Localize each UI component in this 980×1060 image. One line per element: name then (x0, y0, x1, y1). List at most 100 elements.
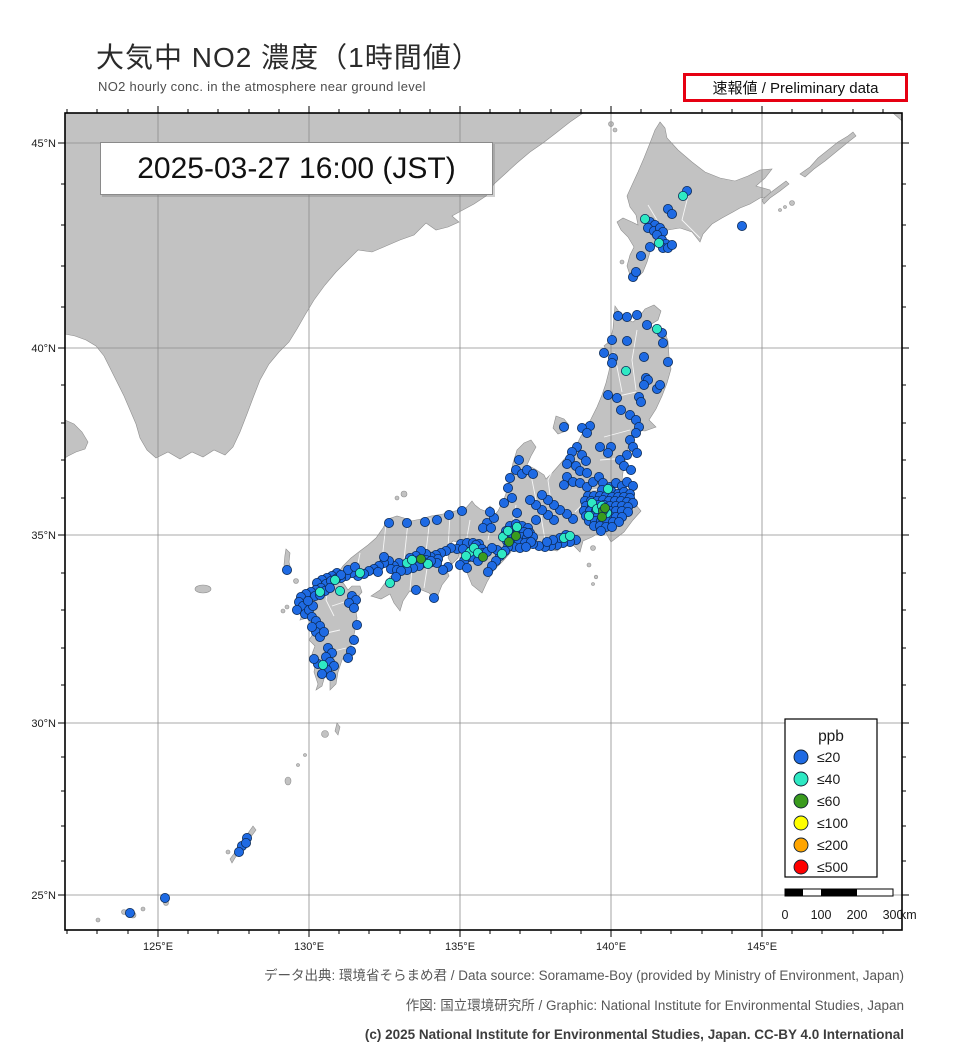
station-dot (655, 379, 666, 390)
legend-item-label: ≤100 (817, 815, 848, 831)
station-dot (503, 537, 514, 548)
oki-island (400, 490, 408, 498)
station-dot (613, 310, 624, 321)
station-dot (461, 563, 472, 574)
legend-title: ppb (818, 728, 844, 745)
station-dot (663, 356, 674, 367)
station-dot (281, 565, 292, 576)
station-dot (378, 552, 389, 563)
station-dot (498, 497, 509, 508)
jeju-island (194, 584, 212, 594)
legend-swatch (793, 859, 809, 875)
yonaguni-island (95, 917, 101, 923)
station-dot (559, 479, 570, 490)
station-dot (658, 337, 669, 348)
landmass-layer (64, 112, 903, 923)
station-dot (512, 522, 523, 533)
timestamp-box: 2025-03-27 16:00 (JST) (100, 142, 493, 195)
station-dot (428, 593, 439, 604)
station-dot (614, 517, 625, 528)
station-dot (514, 454, 525, 465)
kume-island (225, 849, 231, 855)
legend-item-label: ≤200 (817, 837, 848, 853)
legend-item-label: ≤20 (817, 749, 840, 765)
station-dot (581, 455, 592, 466)
station-dot (383, 518, 394, 529)
station-dot (316, 669, 327, 680)
izu-islet (586, 562, 592, 568)
station-dot (603, 447, 614, 458)
goto-island (284, 604, 290, 610)
station-dot (737, 220, 748, 231)
station-dot (354, 568, 365, 579)
rebun-island (612, 127, 618, 133)
scale-bar-label: 300 (883, 908, 904, 922)
station-dot (523, 528, 534, 539)
lat-label: 35°N (31, 530, 56, 542)
scale-bar-label: 0 (782, 908, 789, 922)
tokara-islet (296, 763, 300, 767)
legend-item-label: ≤40 (817, 771, 840, 787)
station-dot (622, 335, 633, 346)
lat-label: 40°N (31, 343, 56, 355)
station-dot (607, 522, 618, 533)
station-dot (596, 526, 607, 537)
station-dot (512, 507, 523, 518)
izu-oshima (590, 545, 596, 551)
lon-label: 125°E (143, 941, 173, 953)
legend-item-label: ≤60 (817, 793, 840, 809)
legend-swatch (793, 815, 809, 831)
station-dot (384, 578, 395, 589)
shandong-coast (64, 419, 89, 459)
legend-swatch (793, 749, 809, 765)
map-frame (64, 112, 903, 931)
station-dot (632, 447, 643, 458)
station-dot (607, 357, 618, 368)
station-dot (678, 190, 689, 201)
station-dot (626, 464, 637, 475)
yaeyama-islet (140, 906, 146, 912)
page-subtitle: NO2 hourly conc. in the atmosphere near … (98, 79, 426, 94)
station-dot (559, 421, 570, 432)
station-dot (317, 660, 328, 671)
station-dot (422, 559, 433, 570)
station-dot (460, 551, 471, 562)
station-dot (639, 351, 650, 362)
station-dot (510, 531, 521, 542)
station-dots-layer (125, 185, 748, 919)
station-dot (600, 502, 611, 513)
station-dot (308, 654, 319, 665)
station-dot (639, 379, 650, 390)
iki-island (293, 578, 299, 584)
station-dot (443, 509, 454, 520)
station-dot (302, 596, 313, 607)
station-dot (667, 239, 678, 250)
graticule-lines (65, 113, 902, 930)
station-dot (521, 542, 532, 553)
tokara-islet (303, 753, 307, 757)
station-dot (390, 572, 401, 583)
station-dot (607, 334, 618, 345)
station-dot (622, 449, 633, 460)
station-dot (477, 552, 488, 563)
station-dot (401, 518, 412, 529)
okushiri-island (619, 259, 625, 265)
station-dot (621, 365, 632, 376)
station-dot (415, 554, 426, 565)
lat-label: 45°N (31, 138, 56, 150)
scale-bar-label: 200 (847, 908, 868, 922)
lon-label: 135°E (445, 941, 475, 953)
station-dot (542, 537, 553, 548)
station-dot (486, 543, 497, 554)
copyright-line: (c) 2025 National Institute for Environm… (364, 1027, 904, 1042)
legend-swatch (793, 771, 809, 787)
preliminary-data-badge: 速報値 / Preliminary data (683, 73, 908, 102)
station-dot (597, 512, 608, 523)
station-dot (599, 347, 610, 358)
legend-swatch (793, 793, 809, 809)
iturup-island (799, 131, 857, 178)
station-dot (504, 472, 515, 483)
legend-swatch (793, 837, 809, 853)
station-dot (537, 489, 548, 500)
